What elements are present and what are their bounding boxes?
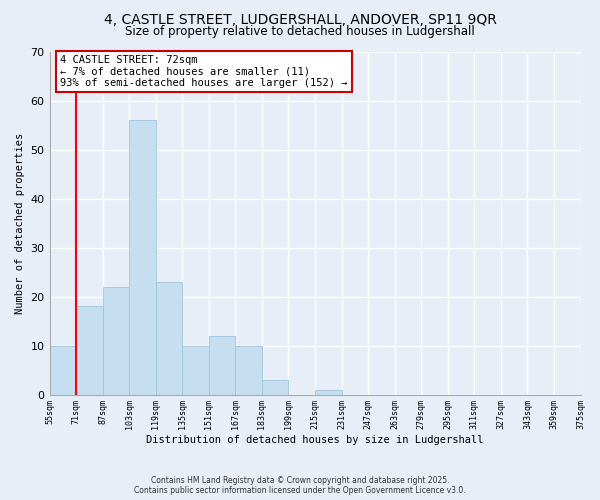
Bar <box>315 390 341 394</box>
Y-axis label: Number of detached properties: Number of detached properties <box>15 132 25 314</box>
Text: Contains HM Land Registry data © Crown copyright and database right 2025.
Contai: Contains HM Land Registry data © Crown c… <box>134 476 466 495</box>
Bar <box>50 346 76 395</box>
Bar <box>103 287 129 395</box>
Bar <box>129 120 156 394</box>
X-axis label: Distribution of detached houses by size in Ludgershall: Distribution of detached houses by size … <box>146 435 484 445</box>
Bar <box>209 336 235 394</box>
Text: 4, CASTLE STREET, LUDGERSHALL, ANDOVER, SP11 9QR: 4, CASTLE STREET, LUDGERSHALL, ANDOVER, … <box>104 12 496 26</box>
Bar <box>235 346 262 395</box>
Bar <box>262 380 289 394</box>
Text: 4 CASTLE STREET: 72sqm
← 7% of detached houses are smaller (11)
93% of semi-deta: 4 CASTLE STREET: 72sqm ← 7% of detached … <box>60 55 347 88</box>
Bar <box>76 306 103 394</box>
Text: Size of property relative to detached houses in Ludgershall: Size of property relative to detached ho… <box>125 25 475 38</box>
Bar <box>156 282 182 395</box>
Bar <box>182 346 209 395</box>
